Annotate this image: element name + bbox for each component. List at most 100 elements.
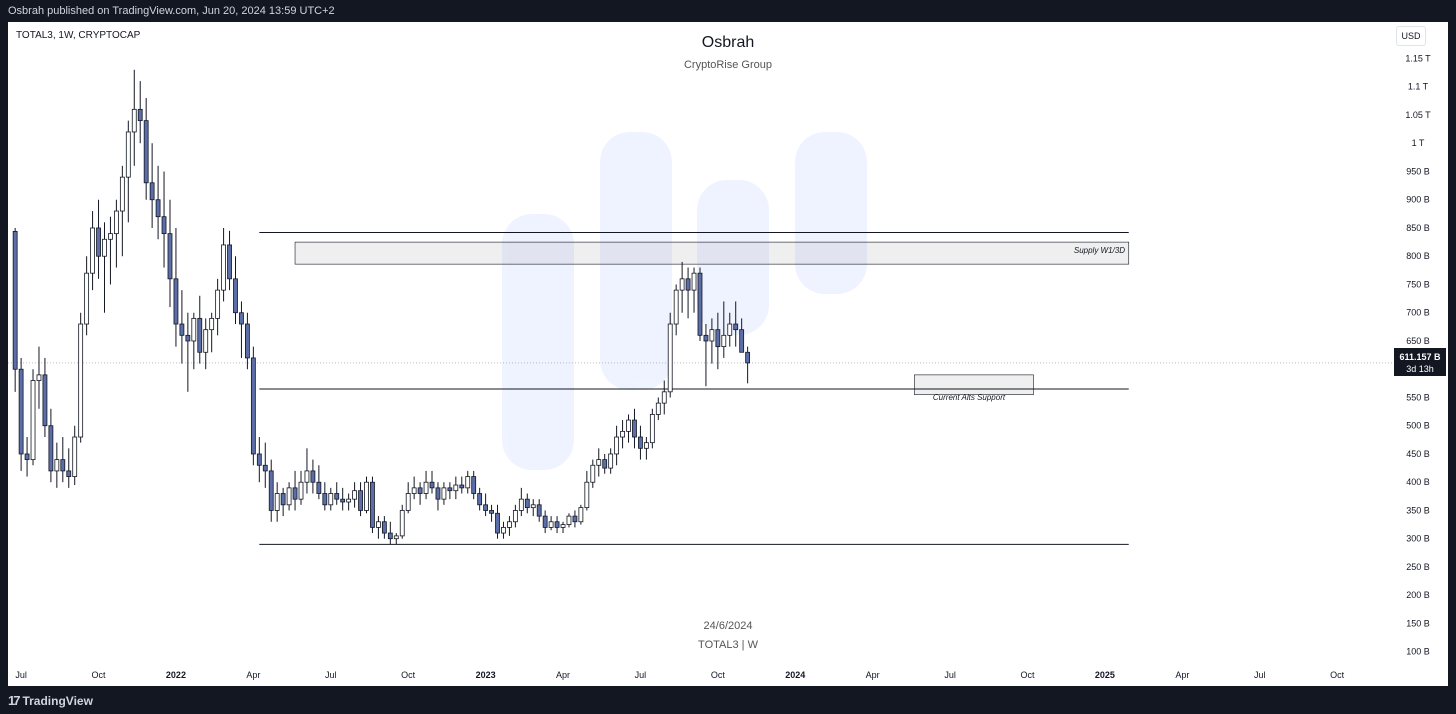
candle-body [18, 368, 24, 455]
candle [137, 81, 143, 144]
footer-bar: 17 TradingView [0, 686, 1456, 714]
time-axis[interactable]: Jul Oct 2022 Apr Jul Oct 2023 Apr Jul Oct 2024 Apr J… [15, 670, 1344, 680]
price-tag-bg [1394, 348, 1446, 376]
y-tick-label: 500 B [1406, 421, 1430, 431]
candle [239, 301, 244, 358]
candle [108, 216, 113, 285]
tradingview-brand: TradingView [22, 693, 93, 708]
candle [179, 290, 185, 364]
y-tick-label: 1 T [1412, 138, 1425, 148]
y-tick-label: 200 B [1406, 590, 1430, 600]
candle [24, 437, 30, 477]
candle [453, 476, 459, 500]
y-tick-label: 250 B [1406, 562, 1430, 572]
candle-body [143, 120, 149, 184]
x-tick-label: Jul [1254, 670, 1266, 680]
candle [518, 487, 524, 517]
candle [578, 504, 584, 525]
candle-body [155, 199, 161, 218]
candle [596, 448, 602, 477]
candle [376, 516, 381, 539]
candle [566, 513, 572, 528]
candle-body [387, 532, 393, 540]
currency-button[interactable]: USD [1396, 26, 1426, 46]
y-tick-label: 700 B [1406, 308, 1430, 318]
candle-body [24, 453, 30, 461]
candle [447, 482, 453, 500]
candle [96, 199, 101, 279]
candle [197, 295, 203, 364]
symbol-info: TOTAL3, 1W, CRYPTOCAP [16, 30, 141, 41]
price-tag-value: 611.157 B [1399, 352, 1441, 362]
candle-body [435, 487, 441, 500]
y-tick-label: 800 B [1406, 251, 1430, 261]
candle-body [495, 512, 500, 534]
candle [304, 448, 310, 494]
candle-body [632, 419, 637, 438]
candle [584, 470, 590, 511]
candle [346, 493, 352, 511]
candle [614, 425, 620, 466]
candle-body [268, 470, 274, 511]
price-axis[interactable]: 1.15 T 1.1 T 1.05 T 1 T 950 B 900 B 850 B 800 B… [1405, 54, 1431, 657]
candle [643, 437, 649, 460]
candle-body [322, 493, 328, 506]
candle-body [292, 487, 298, 500]
candle [423, 470, 429, 500]
y-tick-label: 1.1 T [1408, 82, 1429, 92]
x-tick-label: Jul [15, 670, 27, 680]
candle-body [250, 357, 256, 455]
candle [334, 482, 340, 505]
candle-body [608, 453, 614, 469]
candle [209, 312, 215, 353]
candle [250, 346, 256, 466]
candle-body [542, 515, 548, 528]
candle [691, 267, 697, 313]
candle-body [161, 216, 167, 235]
candle-body [667, 323, 673, 393]
y-tick-label: 900 B [1406, 195, 1430, 205]
candle [709, 318, 715, 364]
tradingview-logo[interactable]: 17 TradingView [8, 693, 93, 708]
candle [173, 227, 179, 347]
candle [638, 425, 643, 460]
candle [286, 482, 292, 511]
x-tick-label: 2023 [476, 670, 496, 680]
group-subtitle: CryptoRise Group [683, 59, 773, 71]
candle-body [310, 470, 316, 483]
candle [745, 346, 751, 384]
candle [66, 448, 72, 488]
candle [536, 499, 542, 522]
candle [90, 211, 95, 291]
watermark-bar-1 [502, 214, 574, 470]
candle [227, 230, 232, 291]
candle-body [512, 510, 518, 523]
candle-body [48, 425, 54, 472]
x-tick-label: Oct [92, 670, 107, 680]
support-zone [914, 374, 1034, 395]
candle-body [298, 481, 304, 500]
candle [72, 425, 78, 486]
candle [203, 318, 209, 370]
y-tick-label: 1.05 T [1405, 110, 1431, 120]
chart-frame[interactable]: 1.15 T 1.1 T 1.05 T 1 T 950 B 900 B 850 B 800 B… [8, 22, 1448, 686]
candle-body [66, 470, 72, 477]
candle [42, 357, 48, 438]
x-tick-label: Jul [325, 670, 337, 680]
candle [102, 222, 107, 313]
y-tick-label: 750 B [1406, 279, 1430, 289]
supply-zone-label: Supply W1/3D [1074, 246, 1125, 255]
candle-body [620, 430, 625, 438]
candle-body [239, 312, 244, 325]
candle-body [548, 521, 554, 528]
candle [322, 482, 328, 511]
price-chart[interactable]: 1.15 T 1.1 T 1.05 T 1 T 950 B 900 B 850 B 800 B… [8, 22, 1448, 686]
candle [340, 487, 346, 511]
candle-body [411, 487, 417, 494]
candle-body [626, 419, 631, 432]
candle-body [209, 317, 215, 331]
candle [316, 465, 322, 500]
x-tick-label: Jul [635, 670, 647, 680]
y-tick-label: 650 B [1406, 336, 1430, 346]
candle-body [54, 459, 60, 472]
